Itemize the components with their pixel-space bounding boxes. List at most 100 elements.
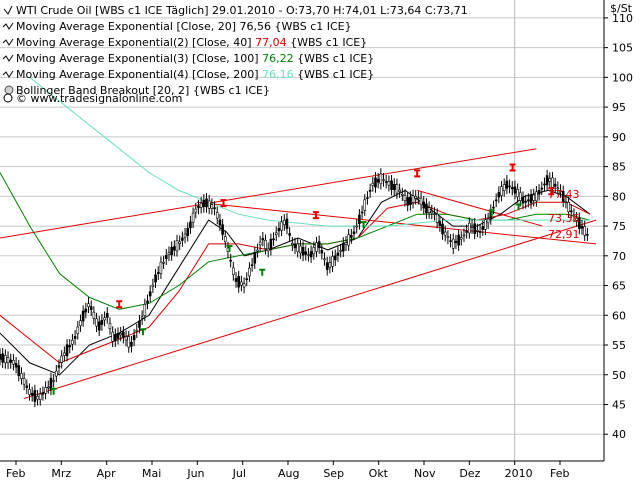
price-body <box>559 190 562 193</box>
price-body <box>258 241 262 246</box>
price-body <box>502 184 506 191</box>
price-body <box>441 223 444 235</box>
price-body <box>548 178 552 182</box>
price-body <box>527 199 530 202</box>
y-tick-label: 110 <box>612 12 633 25</box>
legend-source: {WBS c1 ICE} <box>297 68 374 81</box>
price-body <box>333 255 337 261</box>
price-body <box>561 190 565 202</box>
ma-legend-icon <box>2 54 14 62</box>
price-body <box>264 240 267 249</box>
price-body <box>312 247 316 255</box>
price-body <box>17 365 21 376</box>
x-tick-label: Dez <box>459 467 480 480</box>
y-tick-label: 70 <box>612 250 626 263</box>
legend-label: Moving Average Exponential(3) [Close, 10… <box>16 52 262 65</box>
price-body <box>438 221 442 226</box>
legend-source: {WBS c1 ICE} <box>193 84 270 97</box>
price-body <box>0 354 2 360</box>
price-body <box>317 241 321 249</box>
price-body <box>245 278 249 281</box>
price-body <box>223 236 227 243</box>
price-body <box>41 392 45 395</box>
price-body <box>111 331 114 342</box>
price-body <box>33 390 37 402</box>
buy-marker <box>515 203 522 211</box>
price-body <box>304 251 308 255</box>
price-body <box>462 234 466 237</box>
legend-entry: Moving Average Exponential(2) [Close, 40… <box>16 36 367 49</box>
legend-value: 76,22 <box>262 52 297 65</box>
price-body <box>553 183 557 187</box>
price-body <box>4 355 7 364</box>
price-body <box>580 225 584 229</box>
price-body <box>556 187 560 190</box>
buy-marker <box>50 387 57 395</box>
sell-marker <box>414 169 421 178</box>
price-body <box>65 344 69 357</box>
price-body <box>57 365 61 368</box>
price-body <box>218 219 222 226</box>
price-body <box>315 242 318 252</box>
price-body <box>406 197 409 206</box>
buy-marker <box>488 209 495 217</box>
price-body <box>288 233 291 236</box>
price-body <box>344 242 348 245</box>
price-body <box>170 246 173 256</box>
price-body <box>130 341 133 347</box>
y-tick-label: 90 <box>612 131 626 144</box>
price-body <box>425 203 428 214</box>
price-body <box>256 249 259 252</box>
y-tick-label: 40 <box>612 428 626 441</box>
price-body <box>301 246 305 256</box>
price-body <box>232 267 235 275</box>
price-body <box>510 187 514 190</box>
price-body <box>468 222 471 234</box>
price-body <box>73 336 77 339</box>
price-body <box>186 228 190 236</box>
price-body <box>237 276 240 288</box>
price-body <box>20 373 23 379</box>
price-body <box>240 281 243 286</box>
price-body <box>454 240 458 243</box>
price-body <box>328 262 332 268</box>
price-body <box>44 387 47 394</box>
price-body <box>14 363 18 368</box>
price-body <box>293 243 297 249</box>
legend-source: {WBS c1 ICE} <box>275 20 352 33</box>
price-body <box>215 212 219 219</box>
price-body <box>167 252 171 255</box>
price-body <box>162 261 165 264</box>
indicator-legend-icon <box>4 85 14 95</box>
price-body <box>253 251 257 264</box>
y-tick-label: 60 <box>612 309 626 322</box>
price-body <box>60 355 63 363</box>
legend-entry: Moving Average Exponential(3) [Close, 10… <box>16 52 374 65</box>
price-body <box>55 370 58 377</box>
price-body <box>22 378 26 385</box>
x-tick-label: Jul <box>232 467 246 480</box>
price-body <box>250 264 254 266</box>
price-body <box>183 233 187 238</box>
price-body <box>269 238 273 251</box>
y-tick-label: 85 <box>612 161 626 174</box>
price-body <box>457 234 460 246</box>
price-body <box>320 250 324 254</box>
price-body <box>52 380 55 382</box>
price-body <box>443 231 447 236</box>
watermark: © www.tradesignalonline.com <box>16 92 182 105</box>
price-body <box>537 190 541 195</box>
price-body <box>92 311 96 319</box>
price-body <box>138 320 141 328</box>
price-body <box>371 182 375 186</box>
price-body <box>390 180 393 190</box>
price-body <box>87 303 90 308</box>
price-body <box>191 212 195 223</box>
price-body <box>277 228 281 232</box>
y-tick-label: 95 <box>612 101 626 114</box>
ma-legend-icon <box>2 38 14 46</box>
price-body <box>28 389 31 395</box>
price-body <box>422 201 426 209</box>
price-body <box>148 291 152 297</box>
